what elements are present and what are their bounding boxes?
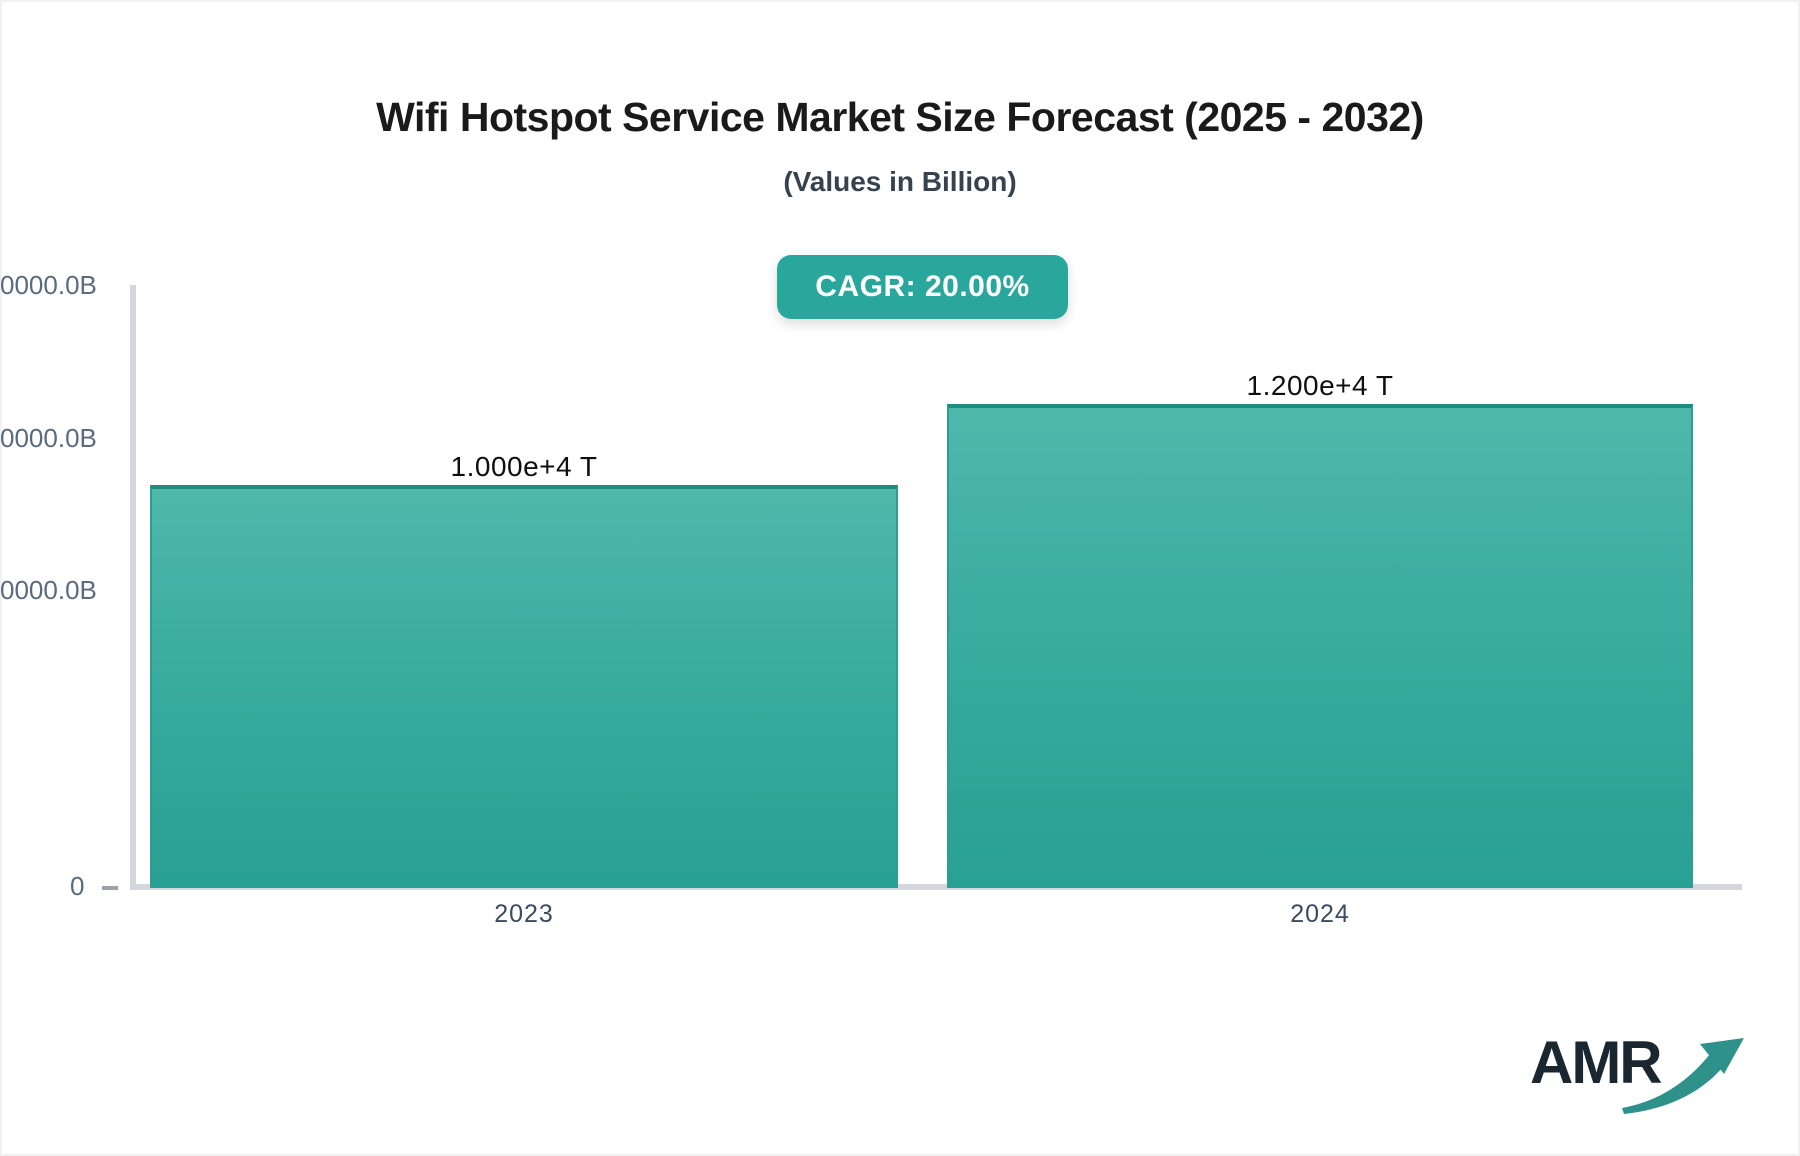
bar-2023: 1.000e+4 T [150,451,898,888]
y-tick-label: 0000.0B [0,423,97,453]
y-tick-label: 0000.0B [0,270,97,300]
bar-value-label: 1.200e+4 T [1246,370,1394,401]
y-tick-mark [102,886,118,890]
y-tick-label-zero: 0 [70,871,85,901]
bar-value-label: 1.000e+4 T [450,451,598,482]
chart-title: Wifi Hotspot Service Market Size Forecas… [376,94,1424,140]
bar-2024: 1.200e+4 T [947,370,1693,888]
chart-subtitle: (Values in Billion) [783,166,1017,197]
cagr-badge-label: CAGR: 20.00% [815,270,1030,303]
amr-logo-text: AMR [1530,1029,1663,1096]
y-tick-label: 0000.0B [0,575,97,605]
y-axis-line [130,285,136,888]
x-category-label: 2024 [1290,900,1350,928]
trending-up-arrow-icon [1622,1038,1744,1114]
x-category-label: 2023 [494,900,554,928]
x-axis-line [130,884,1742,890]
amr-logo: AMR [1530,1026,1750,1116]
cagr-badge: CAGR: 20.00% [777,255,1068,319]
